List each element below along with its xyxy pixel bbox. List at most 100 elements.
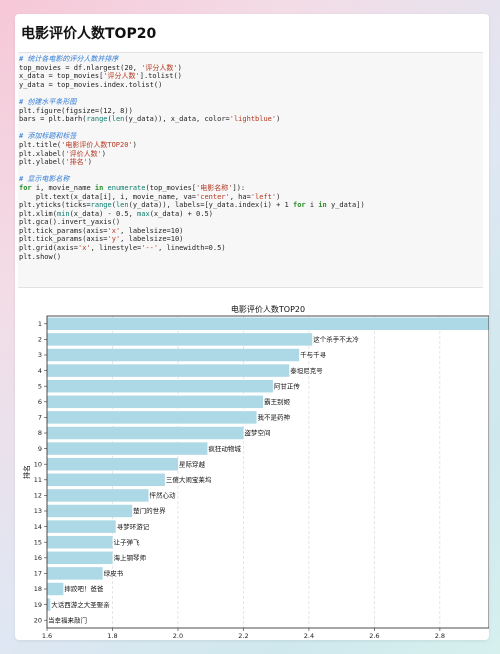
chart-bar: [47, 567, 103, 580]
movie-label: 泰坦尼克号: [290, 366, 323, 375]
code-line: [19, 167, 483, 176]
movie-label: 这个杀手不太冷: [313, 335, 359, 344]
code-token: plt.yticks(ticks=: [19, 201, 91, 210]
code-token: 'x': [107, 226, 121, 235]
code-token: plt.text(x_data[i], i, movie_name, va=: [19, 192, 197, 201]
code-token: # 添加标题和标签: [19, 132, 77, 141]
code-token: '评分人数': [141, 63, 178, 72]
movie-label: 楚门的世界: [133, 506, 166, 515]
chart-bar: [47, 442, 208, 455]
code-token: len: [115, 201, 129, 210]
code-token: 'y': [107, 235, 121, 244]
chart-bar: [47, 582, 64, 596]
code-token: , linewidth=0.5): [158, 244, 226, 253]
chart-bar: [47, 395, 264, 409]
code-token: bars = plt.barh(: [19, 115, 87, 124]
movie-label: 我不是药神: [258, 413, 291, 422]
x-tick-label: 2.2: [238, 632, 248, 640]
code-token: ): [87, 158, 93, 167]
code-token: # 统计各电影的评分人数并排序: [19, 55, 119, 63]
x-tick-label: 2.6: [369, 632, 379, 640]
code-line: plt.text(x_data[i], i, movie_name, va='c…: [19, 193, 483, 202]
code-line: # 显示电影名称: [19, 175, 483, 184]
movie-label: 大话西游之大圣娶亲: [51, 600, 110, 609]
code-line: # 创建水平条形图: [19, 98, 483, 107]
movie-label: 当幸福来敲门: [48, 615, 87, 624]
code-token: # 显示电影名称: [19, 175, 70, 184]
code-token: ]):: [232, 183, 246, 192]
movie-label: 疯狂动物城: [208, 444, 241, 453]
code-line: plt.xlabel('评价人数'): [19, 150, 483, 159]
movie-label: 千与千寻: [300, 350, 327, 359]
content-card: 电影评价人数TOP20 # 统计各电影的评分人数并排序 top_movies = …: [15, 14, 489, 640]
movie-label: 怦然心动: [149, 491, 176, 500]
x-tick-label: 2.4: [304, 632, 314, 640]
movie-label: 盗梦空间: [244, 428, 270, 437]
chart-bar: [47, 364, 290, 377]
chart-bar: [47, 551, 113, 565]
x-tick-label: 1.8: [107, 632, 117, 640]
movie-label: 星际穿越: [179, 459, 206, 468]
code-token: plt.xlabel(: [19, 149, 66, 158]
chart-bar: [47, 348, 300, 362]
code-line: [19, 124, 483, 133]
code-token: # 创建水平条形图: [19, 97, 77, 106]
chart-bar: [47, 504, 133, 518]
code-line: y_data = top_movies.index.tolist(): [19, 81, 483, 90]
y-tick-label: 14: [34, 523, 42, 531]
y-tick-label: 20: [34, 616, 42, 624]
y-tick-label: 9: [38, 445, 42, 453]
y-tick-label: 12: [34, 492, 42, 500]
page-title: 电影评价人数TOP20: [21, 26, 157, 42]
chart-bar: [47, 598, 51, 611]
code-token: '评分人数': [103, 72, 140, 81]
y-tick-label: 8: [38, 429, 42, 437]
code-token: (: [107, 115, 112, 124]
chart-bar: [47, 520, 116, 533]
y-tick-label: 18: [34, 585, 42, 593]
code-line: plt.ylabel('排名'): [19, 158, 483, 167]
code-token: (y_data)), x_data, color=: [124, 115, 230, 124]
code-token: plt.tick_params(axis=: [19, 226, 108, 235]
code-token: , labelsize=10): [120, 226, 184, 235]
movie-label: 海上钢琴师: [113, 553, 146, 562]
y-tick-label: 15: [34, 538, 42, 546]
code-token: , labelsize=10): [120, 235, 184, 244]
code-line: x_data = top_movies['评分人数'].tolist(): [19, 72, 483, 81]
code-line: plt.title('电影评价人数TOP20'): [19, 141, 483, 150]
movie-label: 阿甘正传: [274, 381, 301, 390]
code-token: range: [86, 115, 108, 124]
code-token: 'lightblue': [229, 115, 277, 124]
code-token: '排名': [65, 158, 88, 167]
movie-label: 摔跤吧！爸爸: [64, 584, 104, 593]
code-token: 'x': [78, 244, 91, 253]
y-tick-label: 7: [38, 414, 42, 422]
chart-title: 电影评价人数TOP20: [231, 304, 305, 314]
code-line: top_movies = df.nlargest(20, '评分人数'): [19, 64, 483, 73]
code-token: y_data = top_movies.index.tolist(): [19, 80, 163, 89]
code-token: ): [276, 192, 281, 201]
y-tick-label: 13: [34, 507, 42, 515]
code-token: '--': [141, 244, 159, 253]
code-line: bars = plt.barh(range(len(y_data)), x_da…: [19, 115, 483, 124]
chart-bar: [47, 489, 149, 502]
x-tick-label: 2.0: [173, 632, 183, 640]
code-token: min: [56, 209, 70, 218]
code-token: '评价人数': [65, 149, 102, 158]
code-token: (y_data)), labels=[y_data.index(i) + 1: [128, 201, 293, 210]
code-line: plt.yticks(ticks=range(len(y_data)), lab…: [19, 201, 483, 210]
code-token: ].tolist(): [139, 72, 182, 81]
code-line: plt.xlim(min(x_data) - 0.5, max(x_data) …: [19, 210, 483, 219]
code-token: ): [177, 63, 182, 72]
code-token: plt.title(: [19, 140, 62, 149]
code-line: [19, 89, 483, 98]
chart-bar: [47, 457, 178, 471]
movie-label: 绿皮书: [104, 569, 124, 578]
code-line: # 添加标题和标签: [19, 132, 483, 141]
code-token: plt.figure(figsize=(12, 8)): [19, 106, 133, 115]
code-token: plt.ylabel(: [19, 158, 66, 167]
y-tick-label: 19: [34, 601, 42, 609]
chart-bar: [47, 535, 113, 549]
movie-label: 三傻大闹宝莱坞: [166, 475, 212, 484]
y-tick-label: 16: [34, 554, 42, 562]
